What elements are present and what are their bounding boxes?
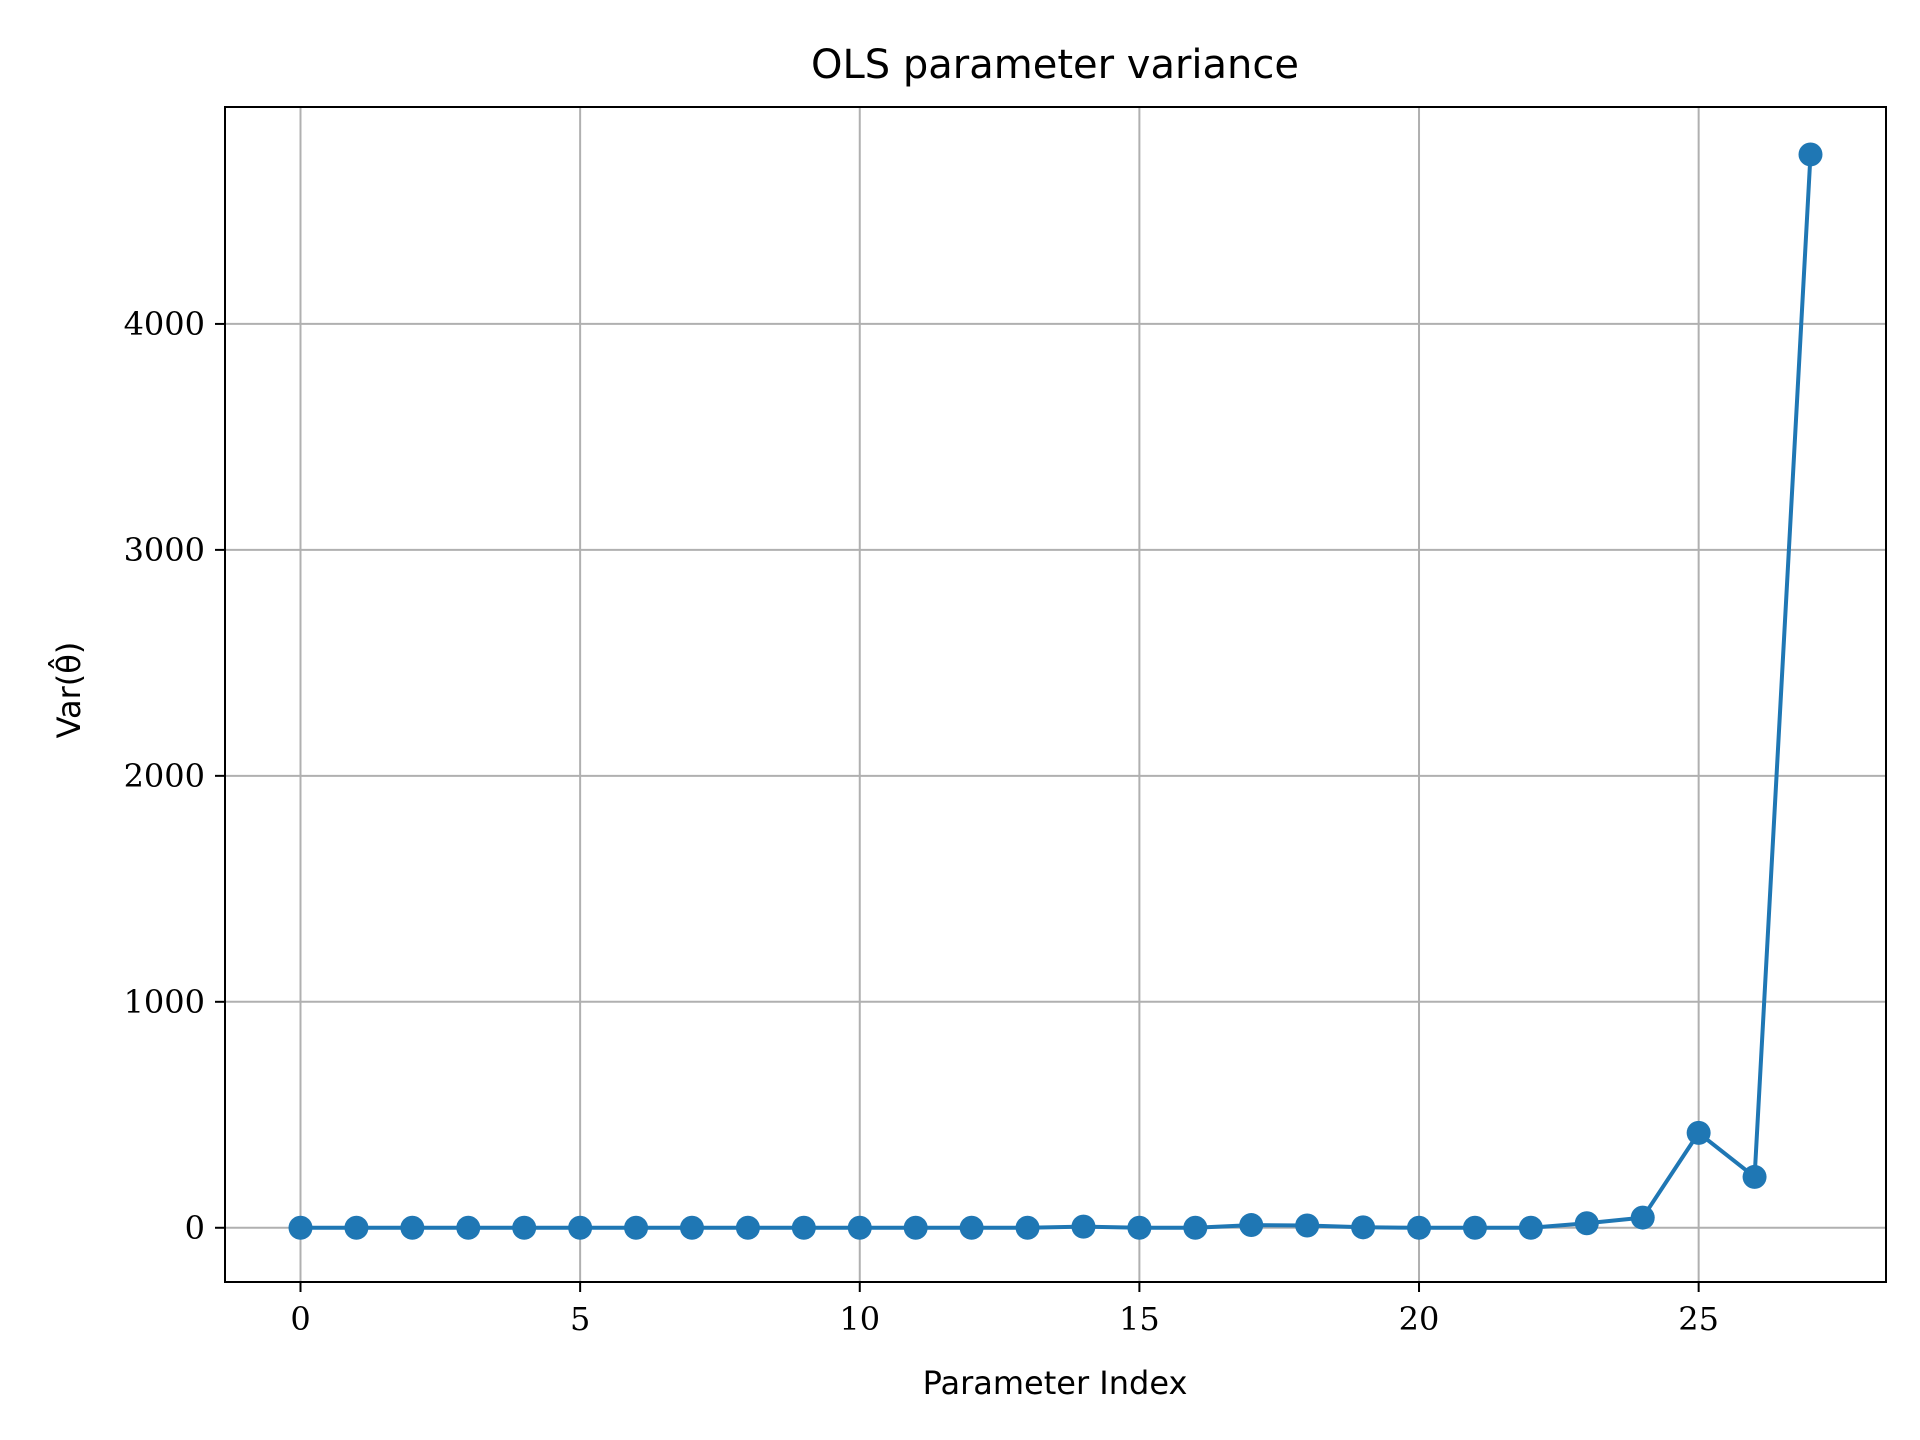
data-point bbox=[959, 1215, 984, 1240]
data-point bbox=[288, 1215, 313, 1240]
plot-frame bbox=[224, 106, 1887, 1283]
chart-title: OLS parameter variance bbox=[811, 42, 1299, 88]
y-tick-label: 2000 bbox=[124, 757, 205, 795]
data-point bbox=[903, 1215, 928, 1240]
x-tick-label: 20 bbox=[1399, 1300, 1440, 1338]
data-point bbox=[1071, 1214, 1096, 1239]
y-tick-label: 0 bbox=[185, 1209, 205, 1247]
y-tick-label: 3000 bbox=[124, 531, 205, 569]
y-tick-label: 4000 bbox=[124, 305, 205, 343]
data-point bbox=[679, 1215, 704, 1240]
data-point bbox=[1518, 1215, 1543, 1240]
data-point bbox=[1127, 1215, 1152, 1240]
data-point bbox=[624, 1215, 649, 1240]
series-line bbox=[300, 154, 1813, 1230]
data-point bbox=[512, 1215, 537, 1240]
data-point bbox=[1351, 1215, 1376, 1240]
data-point bbox=[1630, 1205, 1655, 1230]
grid-lines bbox=[225, 107, 1886, 1282]
data-point bbox=[456, 1215, 481, 1240]
data-point bbox=[1574, 1211, 1599, 1236]
x-tick-label: 25 bbox=[1678, 1300, 1719, 1338]
data-point bbox=[1407, 1215, 1432, 1240]
data-point bbox=[1462, 1215, 1487, 1240]
data-point bbox=[847, 1215, 872, 1240]
x-tick-label: 5 bbox=[570, 1300, 590, 1338]
series-layer bbox=[288, 142, 1823, 1240]
y-axis-label: Var(θ̂) bbox=[48, 642, 88, 739]
data-point bbox=[1686, 1120, 1711, 1145]
x-tick-label: 0 bbox=[290, 1300, 310, 1338]
data-point bbox=[568, 1215, 593, 1240]
data-point bbox=[400, 1215, 425, 1240]
data-point bbox=[1183, 1215, 1208, 1240]
data-point bbox=[1295, 1213, 1320, 1238]
data-point bbox=[791, 1215, 816, 1240]
data-point bbox=[1798, 142, 1823, 167]
y-tick-label: 1000 bbox=[124, 983, 205, 1021]
axis-ticks: 0 5 10 15 20 25 0 1000 2000 3000 4000 bbox=[124, 305, 1719, 1338]
data-point bbox=[1239, 1213, 1264, 1238]
data-point bbox=[344, 1215, 369, 1240]
data-point bbox=[735, 1215, 760, 1240]
x-tick-label: 15 bbox=[1119, 1300, 1160, 1338]
x-axis-label: Parameter Index bbox=[923, 1364, 1188, 1402]
x-tick-label: 10 bbox=[839, 1300, 880, 1338]
data-point bbox=[1015, 1215, 1040, 1240]
data-point bbox=[1742, 1164, 1767, 1189]
